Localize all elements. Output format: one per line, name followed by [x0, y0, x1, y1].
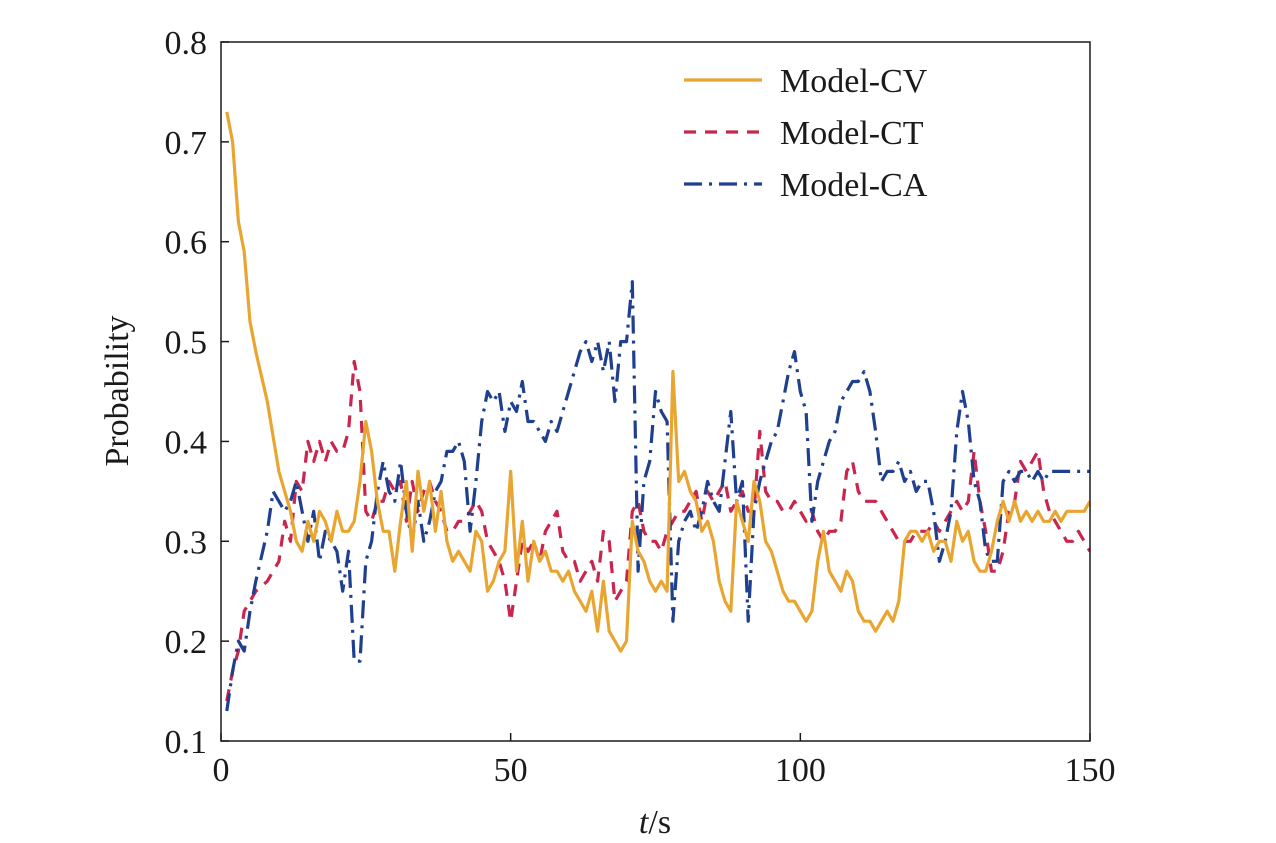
y-tick-label: 0.8: [165, 25, 208, 62]
y-tick-label: 0.3: [165, 524, 208, 561]
y-tick-label: 0.4: [165, 424, 208, 461]
series-layer: [225, 111, 1090, 712]
y-tick-label: 0.6: [165, 225, 208, 262]
x-axis-label-unit: /s: [648, 804, 671, 841]
series-line-model-cv: [225, 111, 1090, 653]
x-axis-label: t/s: [639, 804, 671, 841]
series-line-model-ct: [225, 359, 1090, 702]
x-tick-label: 50: [494, 752, 528, 789]
x-axis-label-variable: t: [639, 804, 650, 841]
y-tick-label: 0.7: [165, 125, 208, 162]
legend-label-model-ct: Model-CT: [780, 115, 924, 152]
x-tick-label: 0: [213, 752, 230, 789]
y-axis-label: Probability: [99, 315, 136, 466]
plot-frame: [220, 41, 1091, 742]
legend-label-model-cv: Model-CV: [780, 63, 928, 100]
series-line-model-ca: [225, 280, 1090, 712]
x-tick-label: 100: [775, 752, 826, 789]
y-tick-label: 0.2: [165, 624, 208, 661]
y-tick-label: 0.1: [165, 724, 208, 761]
x-tick-label: 150: [1065, 752, 1116, 789]
legend-label-model-ca: Model-CA: [780, 167, 928, 204]
legend: Model-CV Model-CT Model-CA: [684, 63, 928, 204]
y-tick-label: 0.5: [165, 325, 208, 362]
axis-ticks: 0 50 100 150 0.1 0.2 0.3 0.4 0.5 0.6 0.7 0.8: [165, 25, 1116, 789]
